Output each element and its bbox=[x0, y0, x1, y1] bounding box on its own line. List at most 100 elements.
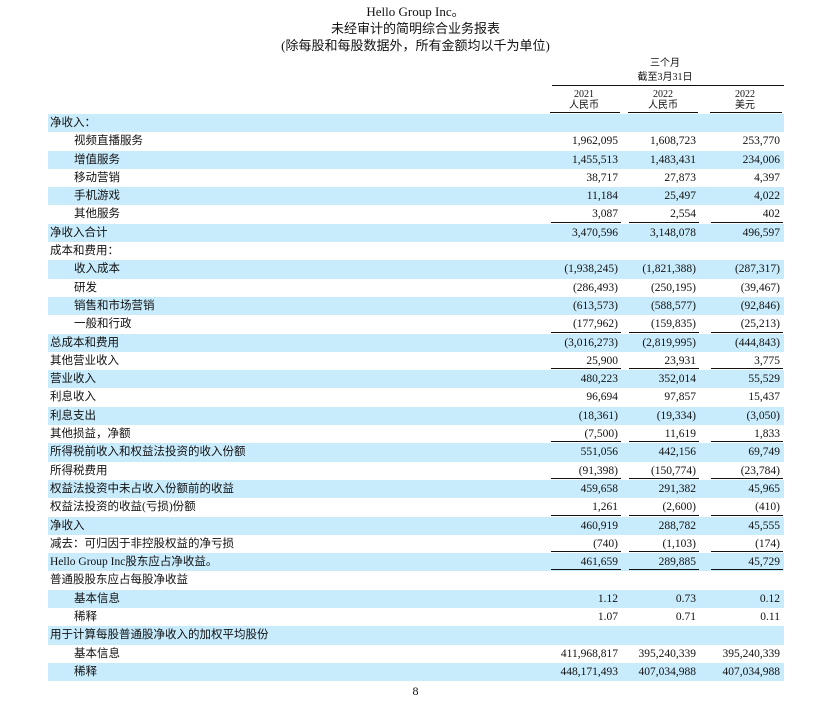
table-row: 移动营销 38,717 27,873 4,397 bbox=[48, 169, 784, 187]
subtotal-rule bbox=[711, 514, 783, 516]
value-col-3: 402 bbox=[762, 208, 780, 221]
value-col-1: 551,056 bbox=[580, 446, 618, 459]
table-row: Hello Group Inc股东应占净收益。 461,659 289,885 45,… bbox=[48, 553, 784, 572]
value-col-3: 45,965 bbox=[748, 482, 780, 495]
table-row: 营业收入 480,223 352,014 55,529 bbox=[48, 370, 784, 389]
value-col-1: 1.12 bbox=[597, 592, 618, 605]
value-col-1: 96,694 bbox=[586, 391, 618, 404]
value-col-3: 1,833 bbox=[754, 428, 780, 441]
subtotal-rule bbox=[551, 569, 621, 571]
row-label: 基本信息 bbox=[74, 647, 120, 660]
value-col-1: (1,938,245) bbox=[564, 263, 618, 276]
header-rule bbox=[552, 85, 784, 86]
value-col-2: 3,148,078 bbox=[650, 226, 696, 239]
table-row: 所得税前收入和权益法投资的收入份额 551,056 442,156 69,749 bbox=[48, 443, 784, 462]
value-col-1: 448,171,493 bbox=[560, 665, 619, 678]
value-col-2: 2,554 bbox=[670, 208, 696, 221]
table-row: 减去：可归因于非控股权益的净亏损 (740) (1,103) (174) bbox=[48, 535, 784, 553]
row-label: 所得税费用 bbox=[50, 464, 108, 477]
value-col-3: 55,529 bbox=[748, 373, 780, 386]
subtotal-rule bbox=[711, 221, 783, 223]
table-row: 净收入合计 3,470,596 3,148,078 496,597 bbox=[48, 223, 784, 243]
row-label: 稀释 bbox=[74, 611, 97, 624]
col-year-3: 2022 bbox=[735, 89, 755, 100]
value-col-3: 234,006 bbox=[742, 153, 780, 166]
row-label: 手机游戏 bbox=[74, 190, 120, 203]
value-col-2: 1,608,723 bbox=[650, 135, 696, 148]
table-row: 稀释 1.07 0.71 0.11 bbox=[48, 608, 784, 626]
subtotal-rule bbox=[629, 514, 699, 516]
value-col-1: (613,573) bbox=[572, 299, 618, 312]
value-col-1: (177,962) bbox=[572, 318, 618, 331]
value-col-1: 38,717 bbox=[586, 171, 618, 184]
value-col-1: 460,919 bbox=[580, 519, 618, 532]
value-col-2: 1,483,431 bbox=[650, 153, 696, 166]
row-label: 所得税前收入和权益法投资的收入份额 bbox=[50, 446, 246, 459]
value-col-2: 289,885 bbox=[658, 556, 696, 569]
value-col-2: (1,103) bbox=[662, 537, 696, 550]
col-rule-3 bbox=[710, 112, 782, 113]
statement-subtitle: (除每股和每股数据外，所有金额均以千为单位) bbox=[281, 38, 550, 53]
value-col-3: 45,555 bbox=[748, 519, 780, 532]
value-col-3: 395,240,339 bbox=[722, 647, 781, 660]
table-row: 成本和费用： bbox=[48, 242, 784, 260]
col-currency-3: 美元 bbox=[735, 100, 755, 111]
table-row: 其他服务 3,087 2,554 402 bbox=[48, 205, 784, 223]
company-name: Hello Group Inc。 bbox=[366, 4, 465, 19]
row-label: 视频直播服务 bbox=[74, 135, 143, 148]
col-currency-2: 人民币 bbox=[648, 100, 678, 111]
table-row: 净收入 460,919 288,782 45,555 bbox=[48, 516, 784, 535]
value-col-1: 1,261 bbox=[592, 501, 618, 514]
value-col-3: 69,749 bbox=[748, 446, 780, 459]
value-col-1: 1.07 bbox=[597, 611, 618, 624]
value-col-2: (159,835) bbox=[650, 318, 696, 331]
row-label: 净收入 bbox=[50, 519, 85, 532]
row-label: 收入成本 bbox=[74, 263, 120, 276]
value-col-3: 4,022 bbox=[754, 190, 780, 203]
value-col-3: 407,034,988 bbox=[722, 665, 781, 678]
table-row: 权益法投资中未占收入份额前的收益 459,658 291,382 45,965 bbox=[48, 479, 784, 499]
col-rule-2 bbox=[628, 112, 698, 113]
value-col-2: (2,600) bbox=[662, 501, 696, 514]
value-col-3: 253,770 bbox=[742, 135, 780, 148]
value-col-2: 0.71 bbox=[675, 611, 696, 624]
value-col-1: 461,659 bbox=[580, 556, 618, 569]
value-col-2: 407,034,988 bbox=[638, 665, 697, 678]
value-col-2: 291,382 bbox=[658, 482, 696, 495]
subtotal-rule bbox=[711, 551, 783, 553]
row-label: 一般和行政 bbox=[74, 318, 132, 331]
table-row: 基本信息 1.12 0.73 0.12 bbox=[48, 589, 784, 609]
subtotal-rule bbox=[551, 221, 621, 223]
subtotal-rule bbox=[551, 514, 621, 516]
table-row: 销售和市场营销 (613,573) (588,577) (92,846) bbox=[48, 296, 784, 316]
value-col-3: 3,775 bbox=[754, 354, 780, 367]
row-label: 减去：可归因于非控股权益的净亏损 bbox=[50, 537, 234, 550]
subtotal-rule bbox=[551, 368, 621, 370]
row-label: 稀释 bbox=[74, 665, 97, 678]
value-col-3: 4,397 bbox=[754, 171, 780, 184]
row-label: 利息收入 bbox=[50, 391, 96, 404]
subtotal-rule bbox=[711, 441, 783, 443]
subtotal-rule bbox=[629, 368, 699, 370]
value-col-3: (287,317) bbox=[734, 263, 780, 276]
subtotal-rule bbox=[551, 331, 621, 333]
value-col-3: (39,467) bbox=[740, 281, 780, 294]
value-col-3: 15,437 bbox=[748, 391, 780, 404]
value-col-3: (3,050) bbox=[746, 409, 780, 422]
subtotal-rule bbox=[711, 477, 783, 479]
row-label: 营业收入 bbox=[50, 373, 96, 386]
value-col-2: (2,819,995) bbox=[642, 336, 696, 349]
value-col-1: 3,087 bbox=[592, 208, 618, 221]
value-col-2: 23,931 bbox=[664, 354, 696, 367]
value-col-2: (588,577) bbox=[650, 299, 696, 312]
row-label: 权益法投资中未占收入份额前的收益 bbox=[50, 482, 234, 495]
value-col-1: 25,900 bbox=[586, 354, 618, 367]
value-col-2: 288,782 bbox=[658, 519, 696, 532]
value-col-2: 11,619 bbox=[664, 428, 696, 441]
row-label: 用于计算每股普通股净收入的加权平均股份 bbox=[50, 629, 269, 642]
value-col-2: (19,334) bbox=[656, 409, 696, 422]
table-row: 视频直播服务 1,962,095 1,608,723 253,770 bbox=[48, 132, 784, 150]
row-label: 净收入： bbox=[50, 117, 96, 129]
row-label: 净收入合计 bbox=[50, 226, 108, 239]
value-col-3: 0.12 bbox=[759, 592, 780, 605]
